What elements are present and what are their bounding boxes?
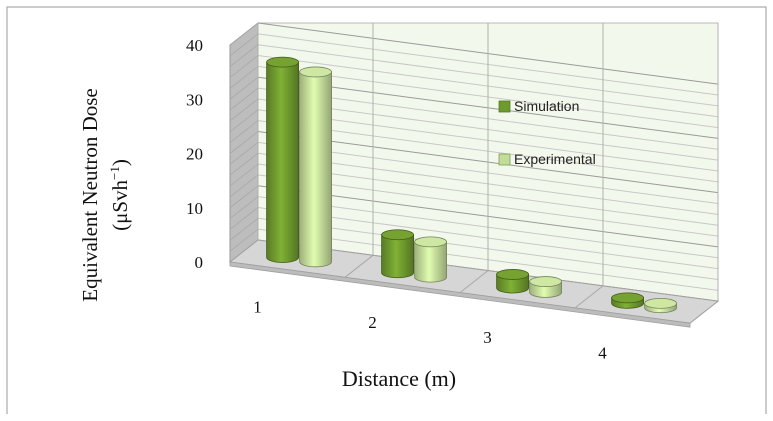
gridline-side — [229, 98, 259, 122]
gridline-side — [229, 142, 259, 165]
bar-body — [299, 71, 332, 268]
legend-swatch-simulation — [498, 100, 511, 113]
floor-divider — [574, 285, 604, 309]
floor-divider — [459, 270, 489, 293]
gridline-side — [229, 217, 259, 241]
gridline-side — [229, 152, 259, 176]
bars — [266, 56, 677, 314]
y-tick-labels: 0 10 20 30 40 — [186, 36, 203, 272]
gridline-side — [229, 120, 259, 143]
bar-experimental-3 — [529, 276, 562, 298]
legend-label-simulation: Simulation — [514, 98, 579, 114]
y-tick-label: 0 — [195, 253, 204, 272]
y-axis-title-close: ) — [108, 159, 132, 166]
x-axis-title: Distance (m) — [342, 366, 456, 391]
gridline-side — [229, 44, 259, 68]
y-tick-label: 30 — [186, 90, 203, 109]
x-tick-label: 2 — [368, 313, 377, 332]
gridline-side — [229, 131, 259, 154]
bar-top — [414, 236, 448, 248]
gridline-side — [229, 66, 259, 89]
bar-body — [414, 241, 447, 283]
bar-top — [299, 66, 333, 78]
y-axis-title: Equivalent Neutron Dose (μSvh−1) — [78, 88, 132, 301]
x-tick-label: 4 — [598, 344, 607, 363]
y-axis-title-line1: Equivalent Neutron Dose — [78, 88, 102, 301]
gridline-side — [229, 55, 259, 78]
bar-top — [529, 276, 562, 287]
y-tick-label: 20 — [186, 145, 203, 164]
bar-top — [496, 269, 529, 280]
gridlines — [229, 21, 719, 302]
x-tick-label: 1 — [253, 298, 262, 317]
bar-top — [266, 56, 300, 68]
bar-experimental-1 — [299, 66, 333, 268]
legend-label-experimental: Experimental — [514, 151, 596, 167]
gridline-side — [229, 87, 259, 111]
bar-simulation-4 — [611, 292, 644, 309]
gridline-side — [229, 163, 259, 187]
bar-top — [381, 229, 415, 241]
y-axis-title-line2: (μSvh−1) — [107, 159, 132, 231]
x-tick-labels: 1 2 3 4 — [253, 298, 607, 363]
gridline-side — [229, 109, 259, 133]
bar-experimental-4 — [644, 297, 677, 314]
gridline-side — [229, 76, 259, 100]
legend: Simulation Experimental — [498, 98, 596, 167]
x-tick-label: 3 — [483, 328, 492, 347]
bar-body — [381, 234, 414, 279]
gridline-side — [229, 185, 259, 209]
chart-floor — [228, 239, 720, 328]
floor-divider — [344, 254, 374, 278]
legend-swatch-experimental — [498, 153, 511, 166]
bar-experimental-2 — [414, 236, 448, 283]
gridline-side — [229, 33, 259, 57]
bar-body — [266, 61, 299, 263]
bar-top — [644, 297, 677, 309]
gridline-side — [229, 22, 259, 46]
chart-frame — [6, 6, 767, 414]
y-tick-label: 10 — [186, 199, 203, 218]
floor-edge — [229, 261, 691, 328]
bar-simulation-3 — [496, 269, 529, 294]
y-axis-title-unit: (μSvh — [108, 179, 132, 230]
bar-simulation-2 — [381, 229, 415, 279]
y-axis-title-superscript: −1 — [107, 166, 122, 180]
gridline-side — [229, 174, 259, 198]
bar-top — [611, 292, 644, 304]
bar-simulation-1 — [266, 56, 300, 263]
y-tick-label: 40 — [186, 36, 203, 55]
gridline-side — [229, 196, 259, 219]
gridline-side — [229, 207, 259, 230]
gridline-side — [229, 228, 259, 252]
